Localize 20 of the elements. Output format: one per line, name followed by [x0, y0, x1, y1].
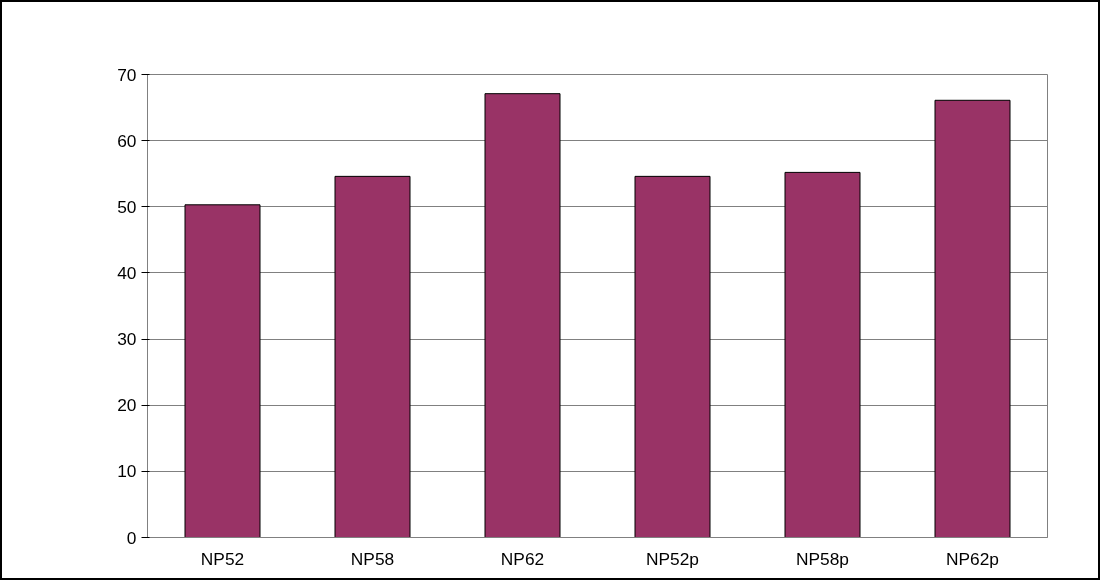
x-tick-label: NP62: [500, 548, 545, 569]
y-tick-label: 0: [126, 527, 137, 548]
bar: [934, 99, 1011, 538]
bar: [184, 204, 261, 538]
bar: [634, 175, 711, 538]
x-tick-label: NP52: [200, 548, 245, 569]
x-tick-label: NP58p: [796, 548, 849, 569]
x-tick-label: NP62p: [946, 548, 999, 569]
y-tick-label: 10: [117, 461, 137, 482]
y-tick-label: 50: [117, 196, 137, 217]
bar: [484, 93, 561, 538]
y-tick-label: 40: [117, 262, 137, 283]
y-tick-label: 30: [117, 329, 137, 350]
x-tick-label: NP52p: [646, 548, 699, 569]
bar: [334, 175, 411, 538]
x-tick-label: NP58: [350, 548, 395, 569]
y-tick-label: 20: [117, 395, 137, 416]
y-tick-label: 70: [117, 64, 137, 85]
y-tick-label: 60: [117, 130, 137, 151]
bar: [784, 171, 861, 538]
